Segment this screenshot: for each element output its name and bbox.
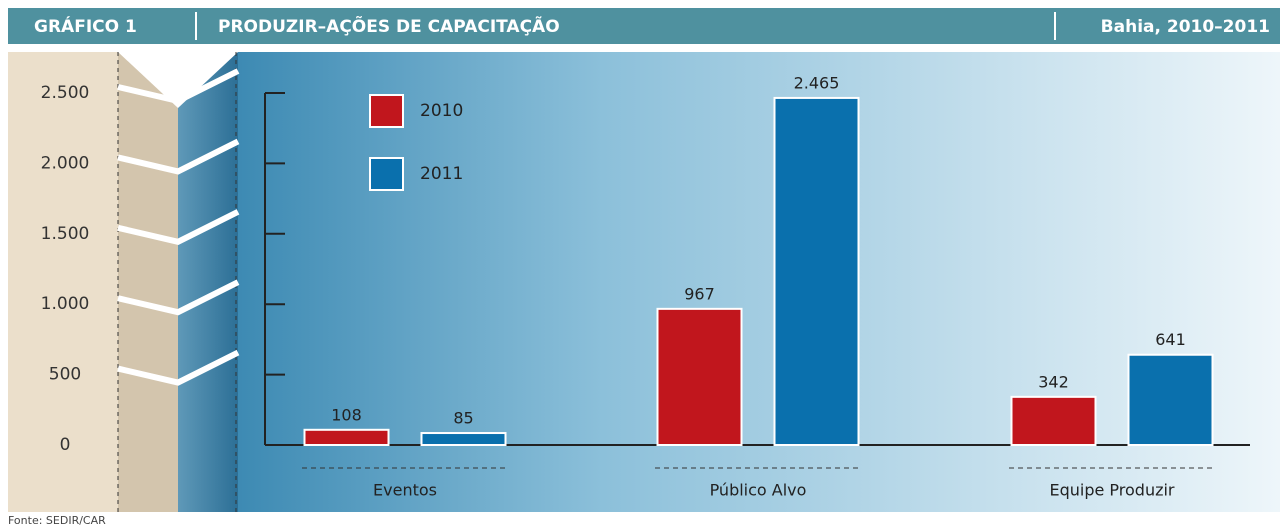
header-bar bbox=[8, 8, 1280, 44]
scale-fold bbox=[118, 52, 178, 512]
header-label: GRÁFICO 1 bbox=[34, 15, 137, 37]
bar bbox=[658, 309, 742, 445]
value-label: 2.465 bbox=[794, 73, 840, 92]
x-tick-label: Público Alvo bbox=[710, 481, 807, 500]
header-scope: Bahia, 2010–2011 bbox=[1101, 17, 1270, 37]
legend-swatch bbox=[370, 95, 403, 127]
value-label: 342 bbox=[1038, 372, 1069, 391]
x-tick-label: Equipe Produzir bbox=[1049, 481, 1174, 500]
value-label: 85 bbox=[453, 409, 473, 428]
value-label: 108 bbox=[331, 405, 362, 424]
y-tick-label: 2.500 bbox=[41, 83, 90, 103]
y-tick-label: 1.500 bbox=[41, 224, 90, 244]
y-tick-label: 2.000 bbox=[41, 153, 90, 173]
legend-label: 2011 bbox=[420, 164, 463, 184]
legend-swatch bbox=[370, 158, 403, 190]
bar bbox=[775, 98, 859, 445]
value-label: 967 bbox=[684, 284, 715, 303]
chart: GRÁFICO 1 PRODUZIR–AÇÕES DE CAPACITAÇÃO … bbox=[0, 0, 1286, 531]
fold-shadow bbox=[178, 52, 238, 512]
source: Fonte: SEDIR/CAR bbox=[8, 514, 106, 527]
bar bbox=[305, 430, 389, 445]
y-tick-label: 0 bbox=[60, 435, 71, 455]
bar bbox=[1129, 355, 1213, 445]
y-tick-label: 500 bbox=[49, 365, 81, 385]
bar bbox=[1012, 397, 1096, 445]
page: {"header": {"label": "GRÁFICO 1", "title… bbox=[0, 0, 1286, 531]
x-tick-label: Eventos bbox=[373, 481, 437, 500]
value-label: 641 bbox=[1155, 330, 1186, 349]
y-tick-label: 1.000 bbox=[41, 294, 90, 314]
bar bbox=[422, 433, 506, 445]
legend-label: 2010 bbox=[420, 101, 463, 121]
header-title: PRODUZIR–AÇÕES DE CAPACITAÇÃO bbox=[218, 14, 560, 37]
